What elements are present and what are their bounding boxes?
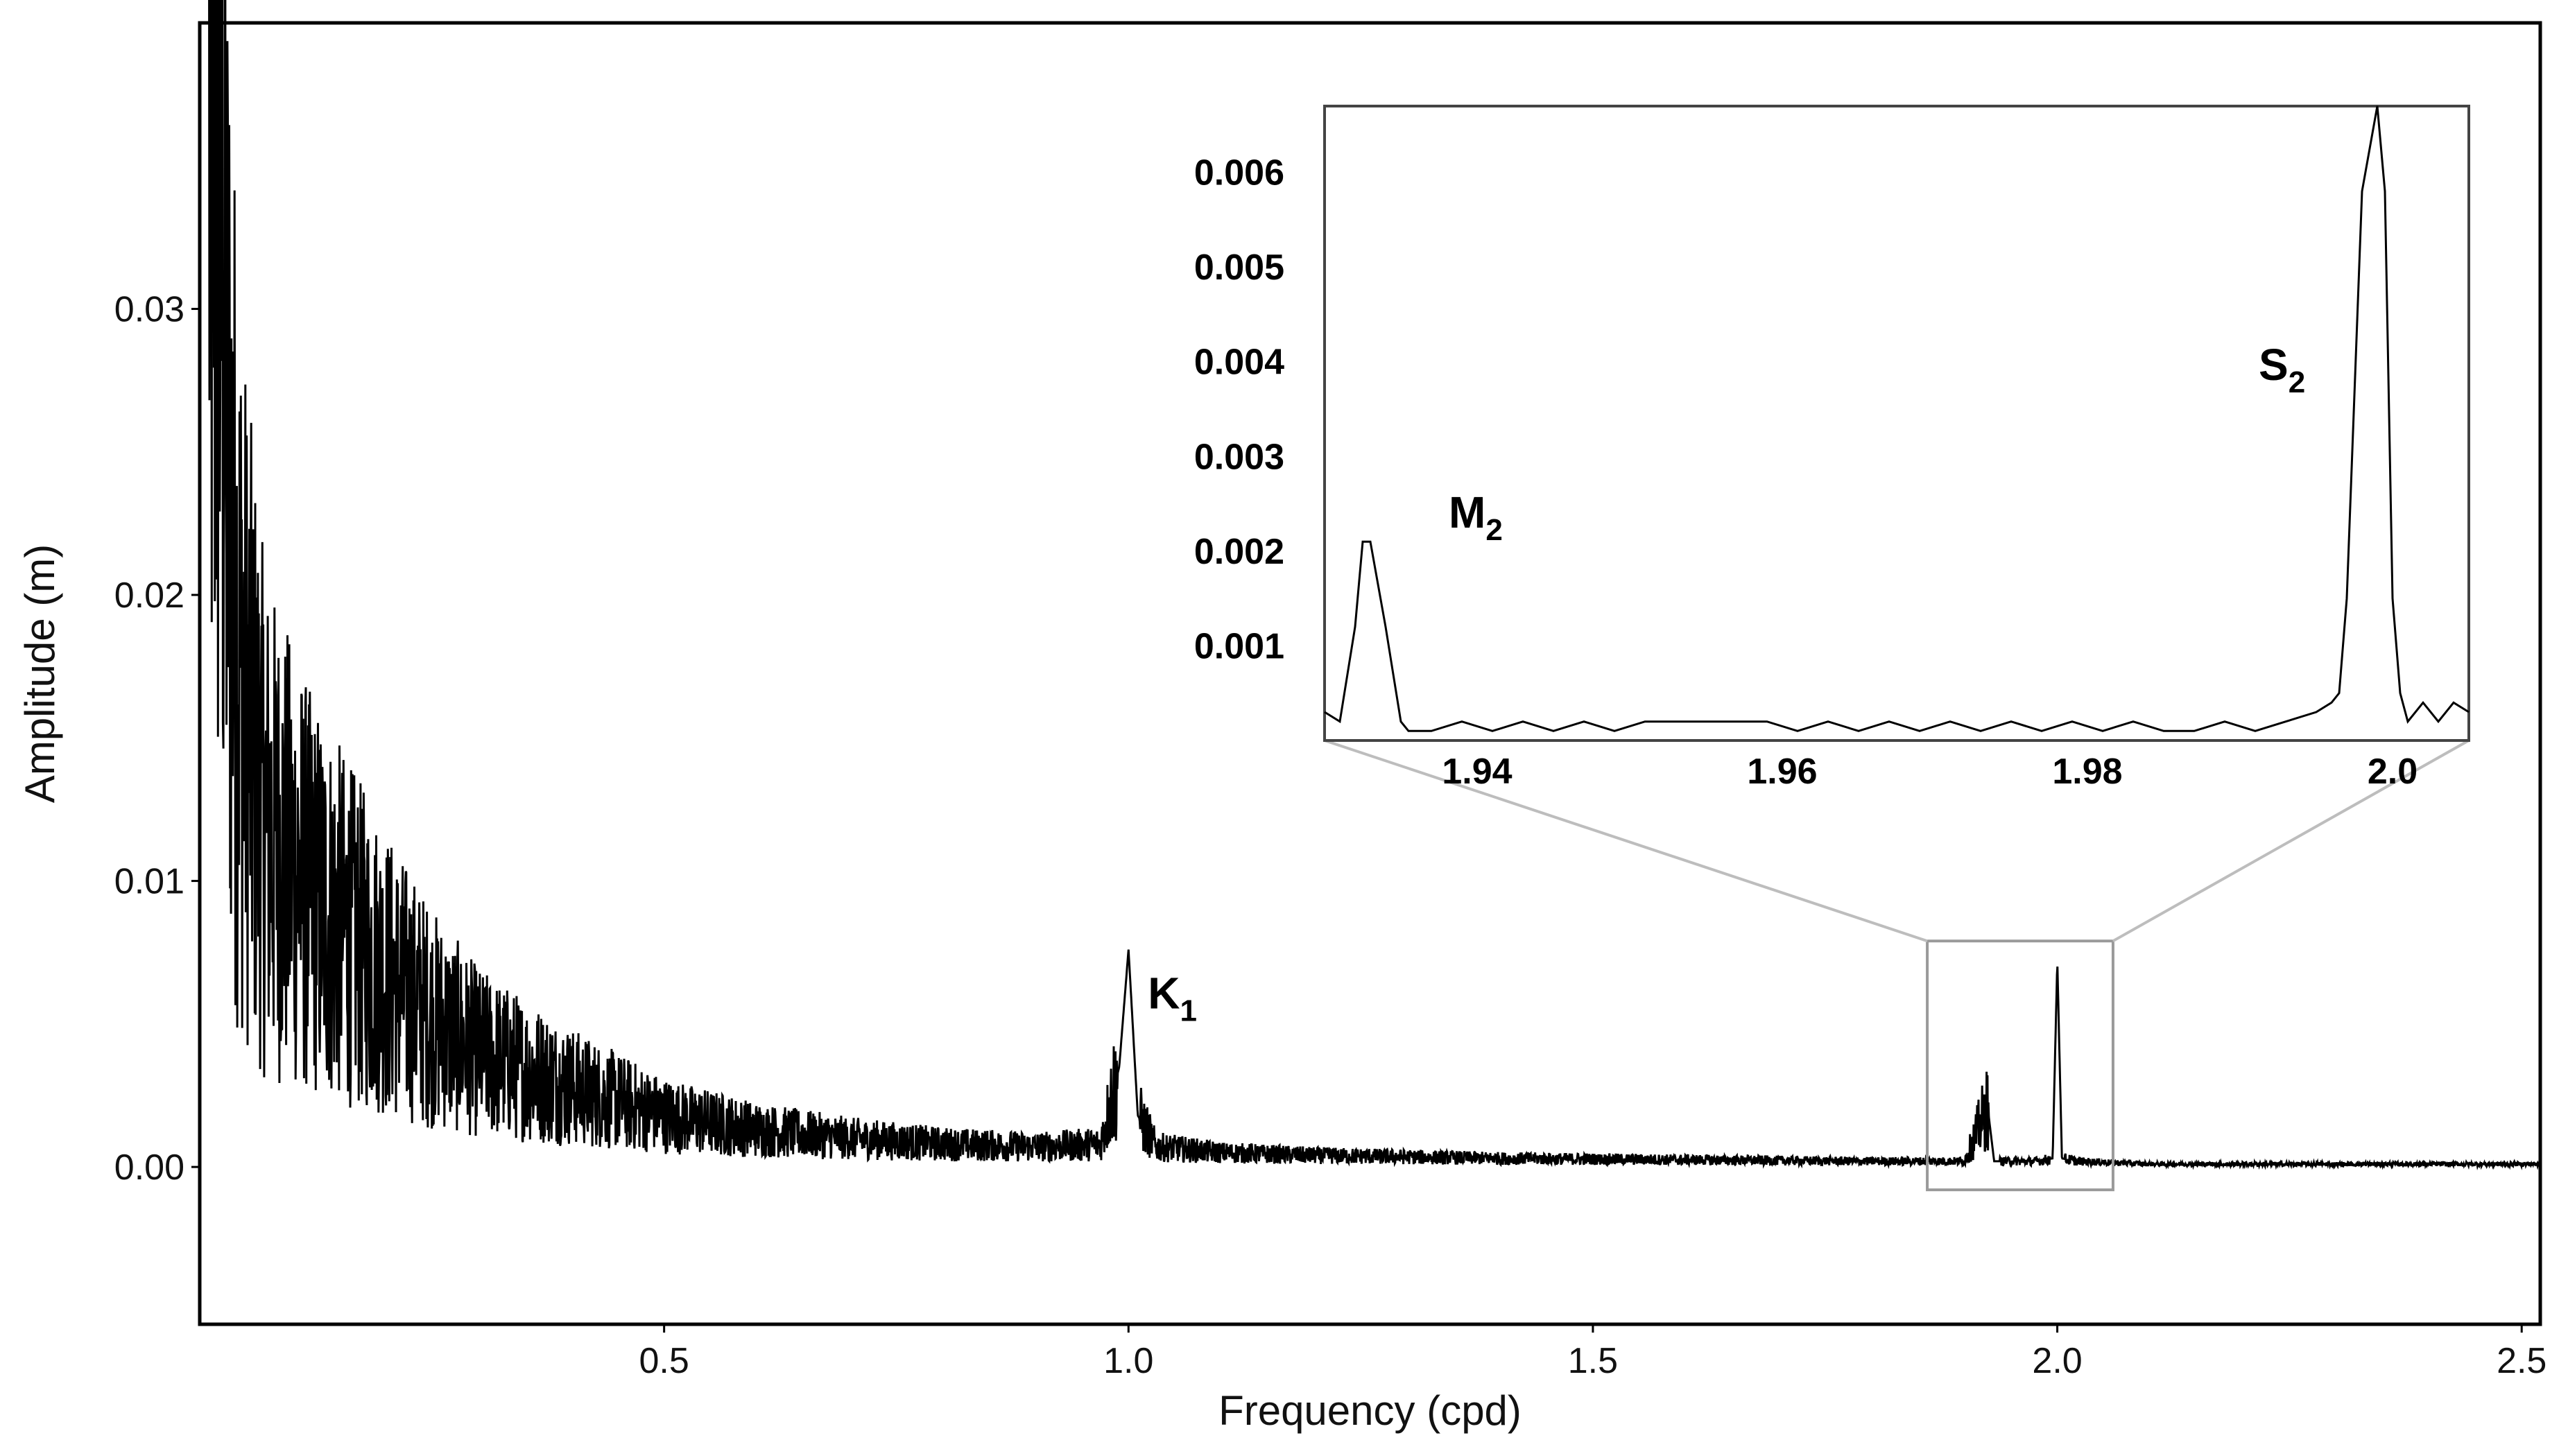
inset-x-tick-label: 1.98 bbox=[2052, 752, 2122, 792]
y-tick-label: 0.00 bbox=[114, 1147, 184, 1188]
y-tick-label: 0.03 bbox=[114, 290, 184, 330]
inset-y-tick-label: 0.002 bbox=[1194, 532, 1284, 572]
x-tick-label: 0.5 bbox=[639, 1341, 689, 1381]
x-tick-label: 2.0 bbox=[2032, 1341, 2082, 1381]
inset-y-tick-label: 0.001 bbox=[1194, 626, 1284, 666]
peak-label-letter: K bbox=[1148, 969, 1180, 1019]
x-tick-label: 1.5 bbox=[1568, 1341, 1618, 1381]
main-plot: 0.5 1.0 1.5 2.0 2.5 0.00 0.01 0.02 0.03 Frequency… bbox=[17, 0, 2547, 1434]
inset-peak-label-subscript: 2 bbox=[1485, 513, 1502, 547]
x-tick-label: 2.5 bbox=[2497, 1341, 2547, 1381]
zoom-connector-right bbox=[2112, 739, 2470, 942]
y-axis-title: Amplitude (m) bbox=[17, 544, 63, 803]
inset-y-tick-label: 0.003 bbox=[1194, 437, 1284, 477]
x-axis-title: Frequency (cpd) bbox=[1218, 1387, 1522, 1434]
inset-plot: 0.001 0.002 0.003 0.004 0.005 0.006 1.94 1.96 1.… bbox=[1194, 105, 2470, 792]
inset-x-tick-label: 1.96 bbox=[1747, 752, 1817, 792]
inset-series-line bbox=[1324, 105, 2470, 732]
inset-x-tick-label: 2.0 bbox=[2368, 752, 2418, 792]
inset-peak-label: S2 bbox=[2259, 340, 2305, 399]
inset-x-tick-label: 1.94 bbox=[1442, 752, 1512, 792]
inset-y-tick-label: 0.004 bbox=[1194, 343, 1284, 383]
inset-peak-label-letter: M bbox=[1449, 487, 1485, 537]
main-plot-frame bbox=[198, 21, 2542, 1326]
inset-peak-label-subscript: 2 bbox=[2289, 365, 2305, 399]
inset-peak-label-letter: S bbox=[2259, 340, 2289, 390]
peak-label-subscript: 1 bbox=[1180, 994, 1197, 1028]
amplitude-series-line bbox=[208, 0, 2542, 1171]
zoom-region-box bbox=[1926, 939, 2114, 1192]
peak-label-k1: K1 bbox=[1148, 969, 1197, 1028]
inset-frame bbox=[1323, 105, 2470, 742]
y-tick-label: 0.02 bbox=[114, 575, 184, 616]
x-tick-label: 1.0 bbox=[1103, 1341, 1153, 1381]
zoom-indicator bbox=[1324, 739, 2470, 1192]
y-tick-label: 0.01 bbox=[114, 862, 184, 902]
inset-y-tick-label: 0.006 bbox=[1194, 153, 1284, 193]
zoom-connector-left bbox=[1324, 739, 1928, 943]
inset-peak-label: M2 bbox=[1449, 487, 1503, 547]
inset-y-tick-label: 0.005 bbox=[1194, 248, 1284, 288]
